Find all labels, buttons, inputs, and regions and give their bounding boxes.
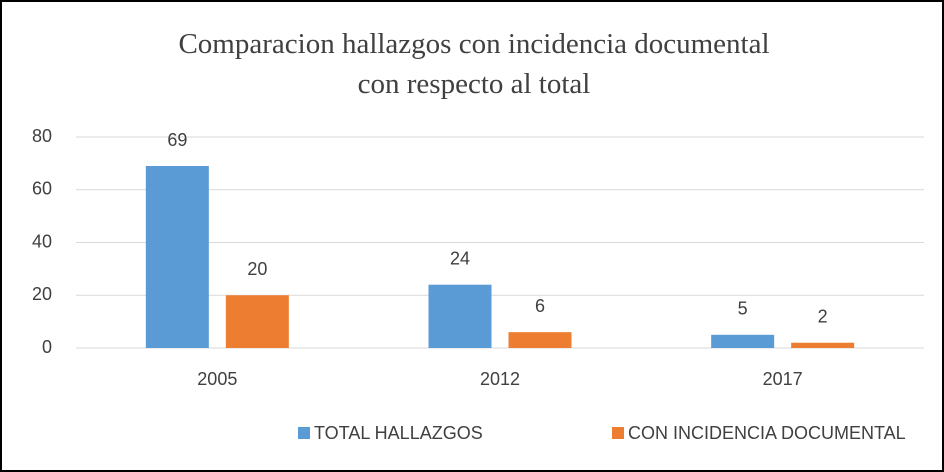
legend-label: TOTAL HALLAZGOS (314, 423, 483, 443)
x-tick-label: 2017 (763, 369, 803, 389)
y-tick-label: 80 (32, 126, 52, 146)
x-tick-label: 2005 (197, 369, 237, 389)
legend-label: CON INCIDENCIA DOCUMENTAL (628, 423, 906, 443)
data-label: 5 (738, 299, 748, 319)
bar (791, 342, 855, 348)
bar (428, 284, 492, 348)
x-tick-label: 2012 (480, 369, 520, 389)
y-tick-label: 0 (42, 337, 52, 357)
bar (508, 332, 572, 348)
y-tick-label: 40 (32, 231, 52, 251)
data-label: 20 (247, 259, 267, 279)
chart-title: Comparacion hallazgos con incidencia doc… (178, 28, 770, 100)
y-tick-label: 60 (32, 179, 52, 199)
data-label: 2 (818, 306, 828, 326)
data-label: 69 (167, 130, 187, 150)
bar (145, 166, 209, 348)
legend-swatch (612, 427, 624, 439)
data-label: 24 (450, 248, 470, 268)
legend-swatch (298, 427, 310, 439)
bar (225, 295, 289, 348)
y-tick-label: 20 (32, 284, 52, 304)
bar (711, 334, 775, 348)
data-label: 6 (535, 296, 545, 316)
